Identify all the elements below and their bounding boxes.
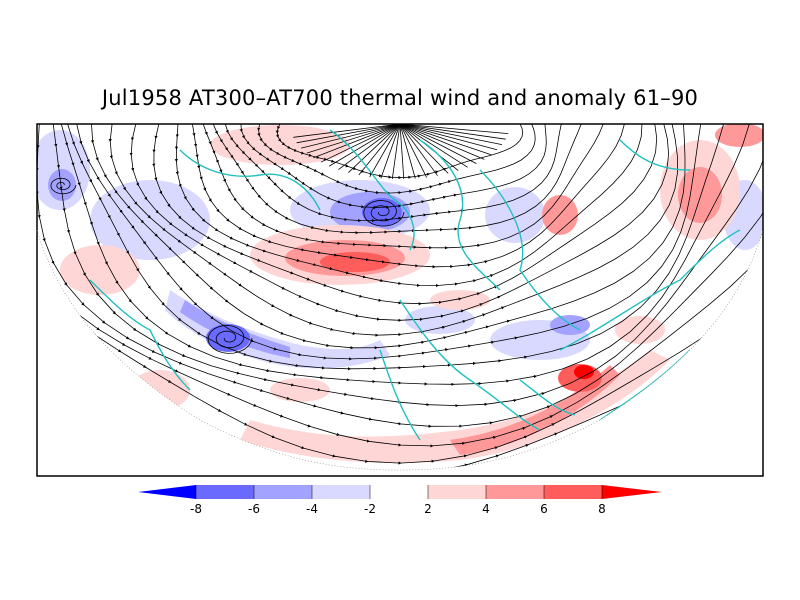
- coastlines: [89, 129, 741, 441]
- streamline: [399, 124, 485, 160]
- streamline: [363, 200, 405, 227]
- streamline: [338, 124, 401, 170]
- streamline: [485, 124, 582, 227]
- colorbar-label: -4: [306, 502, 318, 516]
- coastline: [379, 349, 421, 441]
- colorbar-low-arrow: [138, 485, 196, 499]
- anomaly-negative-region: [48, 169, 76, 201]
- map-frame: [36, 123, 764, 477]
- streamline: [576, 124, 763, 403]
- streamline: [551, 124, 724, 352]
- streamline: [299, 223, 486, 235]
- coastline: [479, 169, 581, 331]
- anomaly-positive-region: [615, 316, 665, 344]
- streamline: [340, 163, 453, 180]
- streamline: [574, 124, 763, 395]
- anomaly-negative-region: [362, 198, 402, 226]
- streamline: [466, 124, 547, 194]
- streamline: [494, 124, 604, 243]
- colorbar-high-arrow: [602, 485, 662, 499]
- anomaly-positive-region: [715, 124, 763, 147]
- coastline: [419, 139, 501, 291]
- streamline: [308, 208, 476, 223]
- coastline: [559, 229, 741, 351]
- colorbar-swatch: [370, 485, 428, 499]
- streamline: [319, 192, 467, 210]
- colorbar-swatch: [254, 485, 312, 499]
- coastline: [619, 139, 691, 171]
- streamline: [399, 124, 492, 156]
- streamline: [502, 124, 625, 257]
- anomaly-positive-region: [574, 365, 594, 379]
- streamline: [515, 124, 670, 289]
- coastline: [329, 129, 415, 251]
- anomaly-positive-region: [678, 167, 722, 223]
- streamline: [511, 124, 658, 279]
- colorbar-swatch: [486, 485, 544, 499]
- streamline: [452, 124, 524, 167]
- streamline: [399, 124, 509, 134]
- map-title: Jul1958 AT300–AT700 thermal wind and ano…: [101, 86, 699, 110]
- streamline: [475, 124, 562, 210]
- anomaly-negative-region: [485, 187, 545, 243]
- colorbar-label: -8: [190, 502, 202, 516]
- colorbar-label: -6: [248, 502, 260, 516]
- colorbar-label: 4: [482, 502, 490, 516]
- streamline: [399, 124, 498, 151]
- streamline: [399, 124, 468, 168]
- streamline: [562, 124, 750, 370]
- streamline: [399, 124, 506, 140]
- streamline: [540, 124, 702, 333]
- coastline: [179, 149, 321, 211]
- anomaly-positive-region: [430, 290, 490, 310]
- colorbar-label: 6: [540, 502, 548, 516]
- streamline: [329, 124, 401, 167]
- coastline: [519, 379, 576, 416]
- colorbar-label: 2: [424, 502, 432, 516]
- coastline: [149, 329, 191, 391]
- streamlines: [37, 124, 763, 470]
- colorbar-label: -2: [364, 502, 376, 516]
- coastline: [89, 279, 151, 331]
- streamline: [399, 124, 477, 164]
- streamline: [458, 124, 536, 180]
- streamline: [330, 177, 459, 195]
- anomaly-positive-region: [542, 195, 578, 235]
- colorbar: [138, 485, 662, 499]
- streamline: [521, 124, 678, 301]
- streamline: [529, 124, 686, 316]
- colorbar-swatch: [544, 485, 602, 499]
- colorbar-label: 8: [598, 502, 606, 516]
- colorbar-swatch: [196, 485, 254, 499]
- streamline: [50, 177, 77, 195]
- colorbar-swatch: [312, 485, 370, 499]
- streamline: [292, 235, 495, 250]
- colorbar-swatch: [428, 485, 486, 499]
- streamline: [399, 124, 503, 145]
- coastline: [399, 299, 541, 431]
- anomaly-shading: [37, 124, 763, 470]
- streamline: [207, 325, 253, 354]
- hemisphere-boundary: [36, 229, 764, 471]
- anomaly-positive-region: [210, 125, 350, 165]
